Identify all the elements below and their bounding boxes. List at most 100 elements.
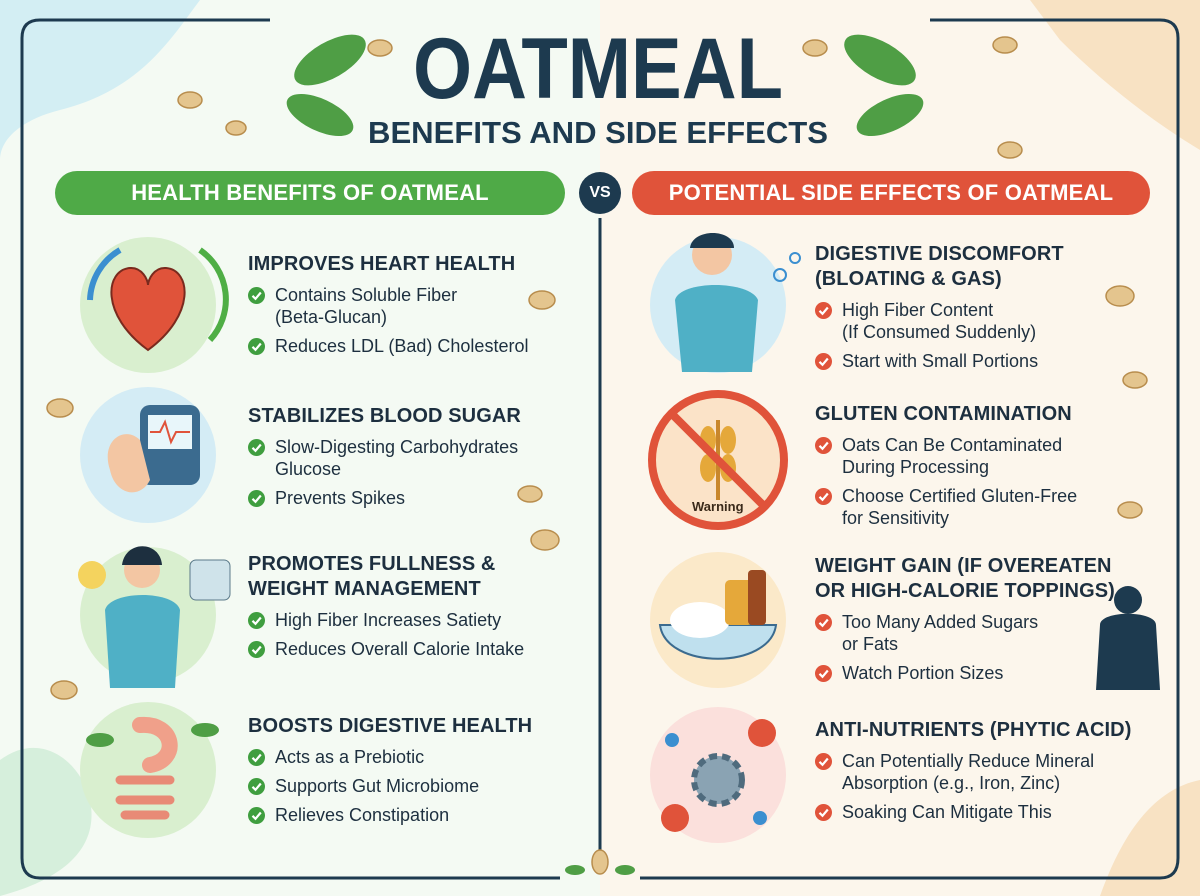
check-icon bbox=[248, 287, 265, 304]
leaves bbox=[286, 34, 924, 875]
check-mark bbox=[251, 342, 262, 352]
bullet: Too Many Added Sugars or Fats bbox=[815, 611, 1115, 655]
check-icon bbox=[248, 338, 265, 355]
item: ANTI-NUTRIENTS (PHYTIC ACID) Can Potentia… bbox=[815, 718, 1131, 823]
item-title: PROMOTES FULLNESS & WEIGHT MANAGEMENT bbox=[248, 552, 524, 602]
subtitle: BENEFITS AND SIDE EFFECTS bbox=[368, 115, 828, 150]
title-line: WEIGHT MANAGEMENT bbox=[248, 578, 481, 600]
bullet: High Fiber Increases Satiety bbox=[248, 609, 524, 631]
bullet-line: Supports Gut Microbiome bbox=[275, 776, 480, 796]
frame bbox=[20, 18, 1180, 880]
check-icon bbox=[248, 807, 265, 824]
bullet: Acts as a Prebiotic bbox=[248, 746, 532, 768]
bullet-line: Reduces LDL (Bad) Cholesterol bbox=[275, 336, 529, 356]
icons bbox=[78, 233, 1160, 843]
bullet-line: Contains Soluble Fiber bbox=[275, 285, 458, 305]
title-line: STABILIZES BLOOD SUGAR bbox=[248, 405, 521, 427]
bullet-line: Relieves Constipation bbox=[275, 805, 450, 825]
check-mark bbox=[251, 782, 262, 792]
check-icon bbox=[815, 353, 832, 370]
title-line: WEIGHT GAIN (IF OVEREATEN bbox=[815, 555, 1112, 577]
oat-flakes bbox=[46, 36, 1148, 875]
check-icon bbox=[815, 804, 832, 821]
title-line: GLUTEN CONTAMINATION bbox=[815, 403, 1072, 425]
bullet: Watch Portion Sizes bbox=[815, 662, 1115, 684]
bullet: Slow-Digesting Carbohydrates Glucose bbox=[248, 436, 521, 480]
check-icon bbox=[815, 753, 832, 770]
bullet-line: Too Many Added Sugars bbox=[842, 612, 1039, 632]
check-mark bbox=[818, 669, 829, 679]
bullet: Prevents Spikes bbox=[248, 487, 521, 509]
bullet-line: High Fiber Content bbox=[842, 300, 994, 320]
warning-label: Warning bbox=[692, 499, 744, 514]
check-mark bbox=[251, 811, 262, 821]
blob bbox=[0, 0, 200, 160]
blob bbox=[0, 747, 92, 896]
check-icon bbox=[815, 437, 832, 454]
check-mark bbox=[818, 808, 829, 818]
check-mark bbox=[818, 492, 829, 502]
title-line: PROMOTES FULLNESS & bbox=[248, 553, 496, 575]
bullet: High Fiber Content (If Consumed Suddenly) bbox=[815, 299, 1064, 343]
item-title: GLUTEN CONTAMINATION bbox=[815, 402, 1077, 427]
bullet: Oats Can Be Contaminated During Processin… bbox=[815, 434, 1077, 478]
title-line: (BLOATING & GAS) bbox=[815, 268, 1002, 290]
bullet-line: Start with Small Portions bbox=[842, 351, 1039, 371]
bullet-line: or Fats bbox=[842, 634, 899, 654]
item-title: WEIGHT GAIN (IF OVEREATEN OR HIGH-CALORIE… bbox=[815, 554, 1115, 604]
bullet-line: Oats Can Be Contaminated bbox=[842, 435, 1063, 455]
item: WEIGHT GAIN (IF OVEREATEN OR HIGH-CALORIE… bbox=[815, 554, 1115, 684]
item: GLUTEN CONTAMINATION Oats Can Be Contamin… bbox=[815, 402, 1077, 529]
bullet-line: for Sensitivity bbox=[842, 508, 950, 528]
check-icon bbox=[248, 612, 265, 629]
title-line: IMPROVES HEART HEALTH bbox=[248, 253, 516, 275]
bullet-line: Glucose bbox=[275, 459, 342, 479]
bullet: Start with Small Portions bbox=[815, 350, 1064, 372]
title-line: OR HIGH-CALORIE TOPPINGS) bbox=[815, 580, 1115, 602]
title: OATMEAL bbox=[413, 21, 783, 117]
bullet-line: Acts as a Prebiotic bbox=[275, 747, 425, 767]
title-line: DIGESTIVE DISCOMFORT bbox=[815, 243, 1064, 265]
item: BOOSTS DIGESTIVE HEALTH Acts as a Prebiot… bbox=[248, 714, 532, 826]
bullet-line: Slow-Digesting Carbohydrates bbox=[275, 437, 519, 457]
bullet: Reduces LDL (Bad) Cholesterol bbox=[248, 335, 528, 357]
check-icon bbox=[815, 665, 832, 682]
bullet: Supports Gut Microbiome bbox=[248, 775, 532, 797]
item-title: IMPROVES HEART HEALTH bbox=[248, 252, 528, 277]
check-icon bbox=[248, 641, 265, 658]
bullet-line: High Fiber Increases Satiety bbox=[275, 610, 502, 630]
item-title: DIGESTIVE DISCOMFORT (BLOATING & GAS) bbox=[815, 242, 1064, 292]
bullet-line: Prevents Spikes bbox=[275, 488, 406, 508]
title-line: BOOSTS DIGESTIVE HEALTH bbox=[248, 715, 533, 737]
bullet-line: (Beta-Glucan) bbox=[275, 307, 388, 327]
check-icon bbox=[815, 302, 832, 319]
bullet-line: During Processing bbox=[842, 457, 990, 477]
bullet-line: (If Consumed Suddenly) bbox=[842, 322, 1037, 342]
header: OATMEAL BENEFITS AND SIDE EFFECTS bbox=[368, 21, 828, 150]
check-icon bbox=[248, 439, 265, 456]
item: DIGESTIVE DISCOMFORT (BLOATING & GAS) High… bbox=[815, 242, 1064, 372]
bullet: Contains Soluble Fiber (Beta-Glucan) bbox=[248, 284, 528, 328]
bullet: Choose Certified Gluten-Free for Sensitiv… bbox=[815, 485, 1077, 529]
check-mark bbox=[818, 441, 829, 451]
check-mark bbox=[818, 357, 829, 367]
bullet-line: Watch Portion Sizes bbox=[842, 663, 1004, 683]
blob bbox=[1030, 0, 1200, 150]
item: PROMOTES FULLNESS & WEIGHT MANAGEMENT High… bbox=[248, 552, 524, 660]
item: IMPROVES HEART HEALTH Contains Soluble Fi… bbox=[248, 252, 528, 357]
side-effects-heading: POTENTIAL SIDE EFFECTS OF OATMEAL bbox=[632, 171, 1150, 215]
check-mark bbox=[251, 753, 262, 763]
benefits-heading: HEALTH BENEFITS OF OATMEAL bbox=[55, 171, 565, 215]
check-mark bbox=[818, 618, 829, 628]
check-mark bbox=[818, 757, 829, 767]
check-icon bbox=[815, 488, 832, 505]
bullet-line: Reduces Overall Calorie Intake bbox=[275, 639, 525, 659]
blob bbox=[1100, 780, 1200, 896]
check-icon bbox=[248, 778, 265, 795]
check-mark bbox=[251, 443, 262, 453]
check-icon bbox=[815, 614, 832, 631]
title-line: ANTI-NUTRIENTS (PHYTIC ACID) bbox=[815, 719, 1132, 741]
check-mark bbox=[251, 494, 262, 504]
